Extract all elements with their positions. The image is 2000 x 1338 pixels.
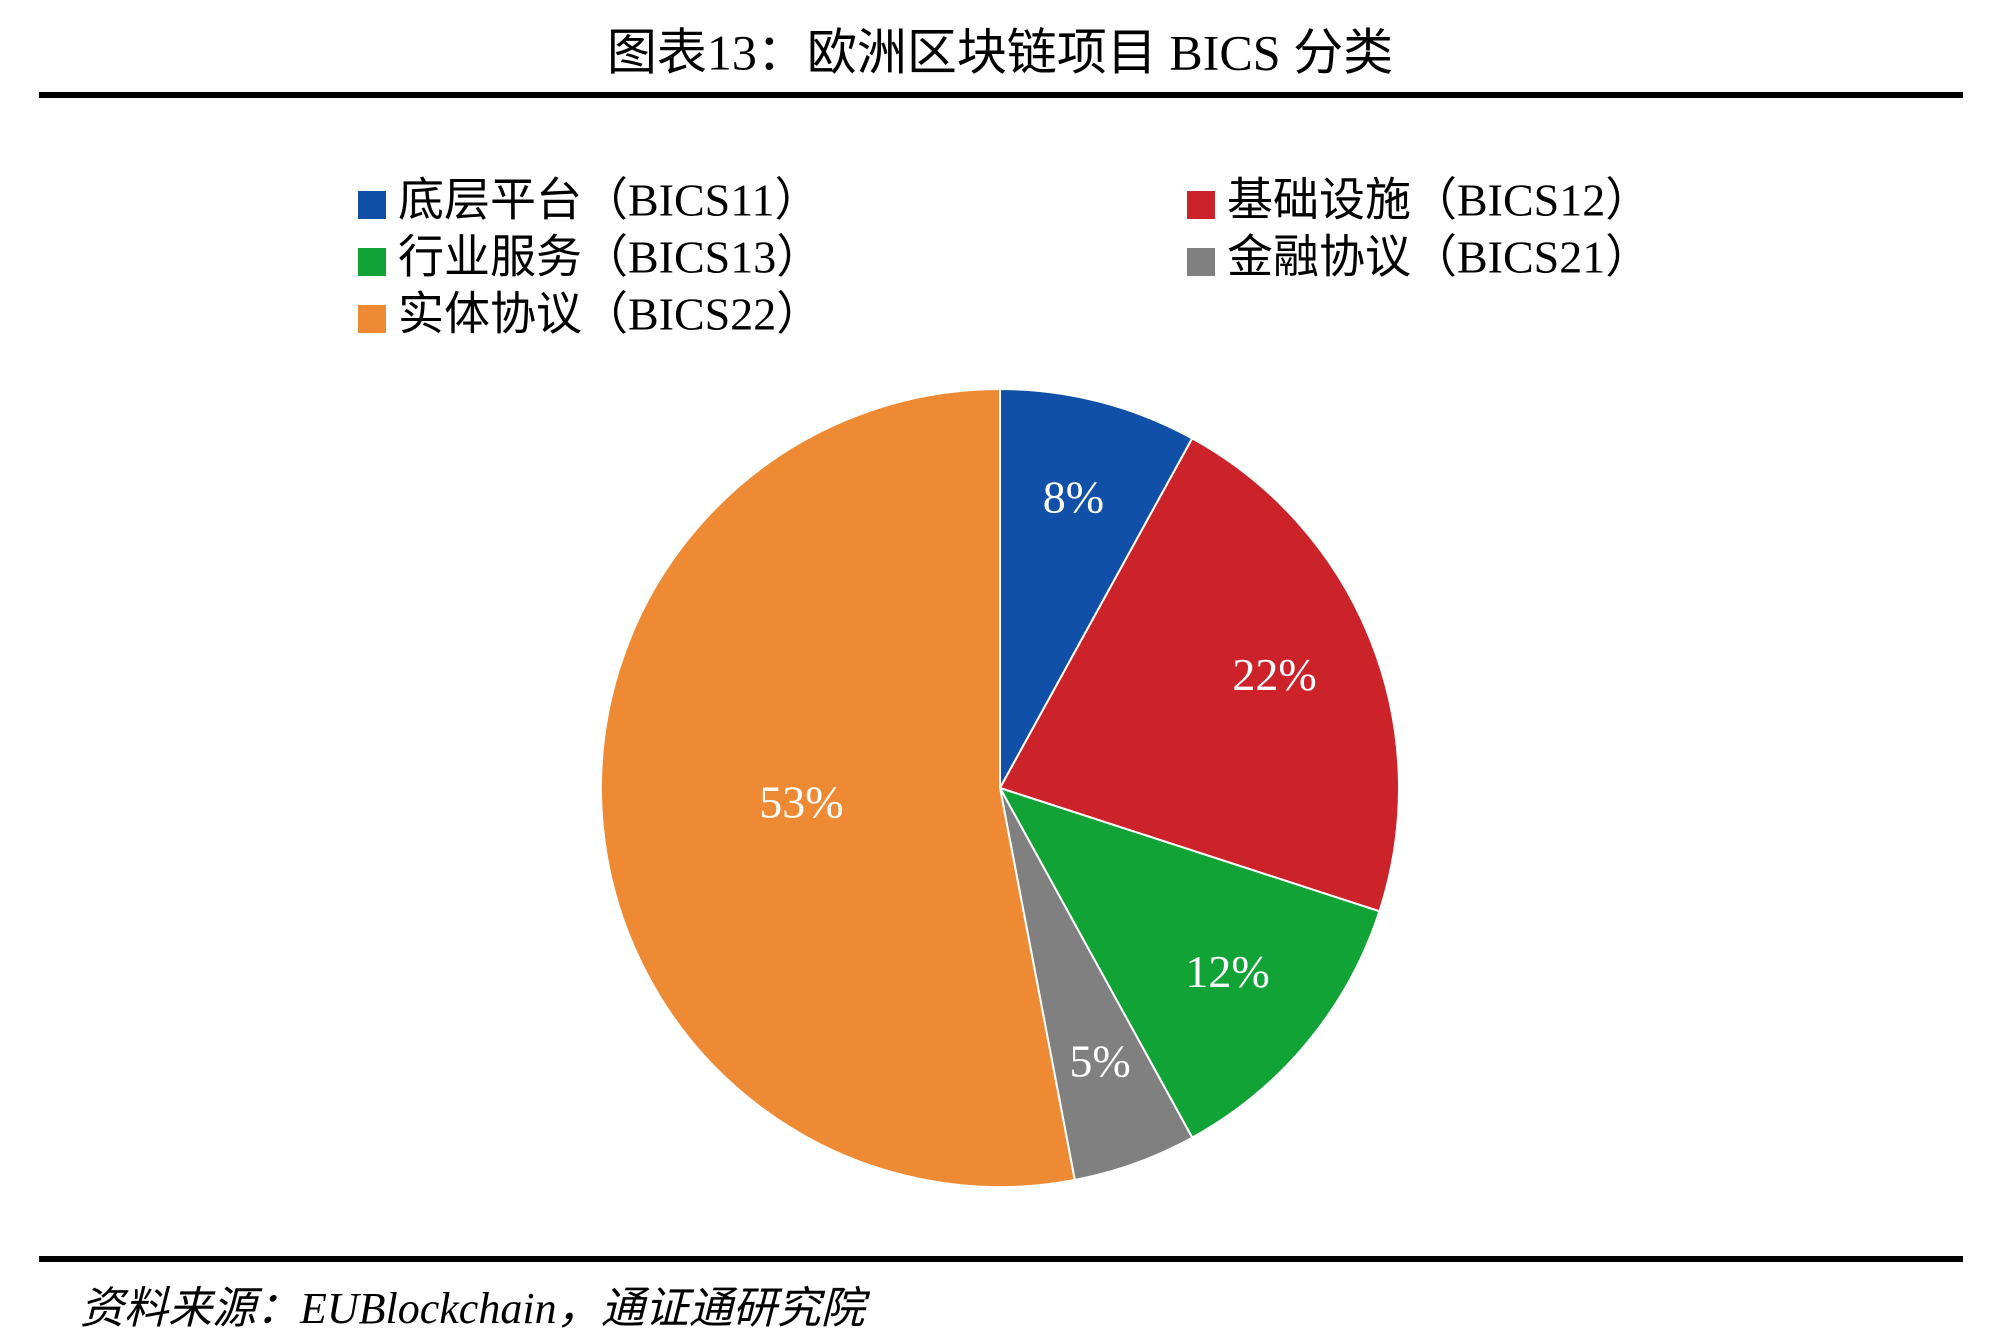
- pie-slice: [998, 436, 1400, 913]
- legend-label: 实体协议（BICS22）: [398, 289, 822, 340]
- data-label: 12%: [1185, 946, 1269, 997]
- legend-swatch: [358, 248, 386, 276]
- legend-label: 行业服务（BICS13）: [398, 232, 822, 283]
- legend-label: 底层平台（BICS11）: [398, 175, 821, 226]
- data-label: 5%: [1069, 1035, 1130, 1086]
- legend-swatch: [358, 305, 386, 333]
- pie-slice: [999, 387, 1194, 789]
- legend-swatch: [358, 191, 386, 219]
- pie-slice: [600, 387, 1076, 1188]
- legend-label: 金融协议（BICS21）: [1227, 232, 1651, 283]
- data-label: 53%: [759, 776, 843, 827]
- legend-swatch: [1187, 191, 1215, 219]
- data-label: 8%: [1043, 472, 1104, 523]
- top-rule: [39, 92, 1963, 98]
- bottom-rule: [39, 1256, 1963, 1262]
- legend-swatch: [1187, 248, 1215, 276]
- legend-label: 基础设施（BICS12）: [1227, 175, 1651, 226]
- chart-title: 图表13：欧洲区块链项目 BICS 分类: [607, 24, 1393, 80]
- source-note: 资料来源：EUBlockchain，通证通研究院: [80, 1284, 871, 1333]
- data-label: 22%: [1232, 649, 1316, 700]
- pie-slice: [997, 786, 1381, 1140]
